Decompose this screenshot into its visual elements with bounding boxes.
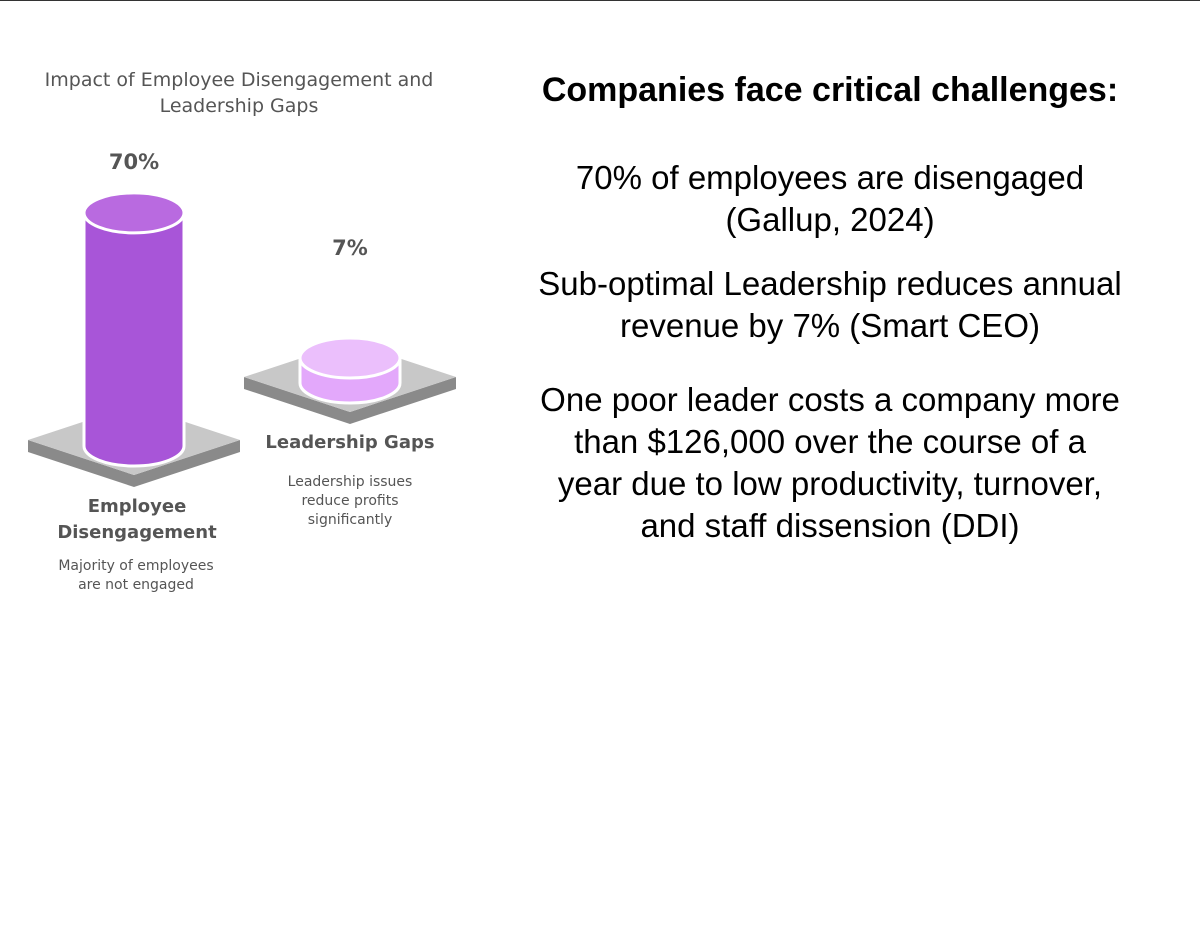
bar-group: 7% Leadership Gaps Leadership issues reduce… [244,236,456,528]
stat-disengagement: 70% of employees are disengaged (Gallup,… [500,157,1160,241]
stat-line: than $126,000 over the course of a [574,422,1086,460]
stat-line: Sub-optimal Leadership reduces annual [538,264,1122,302]
bar-cylinder-body [82,211,186,468]
bar-category-label: Leadership Gaps [265,432,434,453]
stat-line: (Gallup, 2024) [725,200,935,238]
bar-description: significantly [308,512,392,528]
challenges-panel: Companies face critical challenges: 70% … [500,70,1160,569]
bar-category-label: Disengagement [57,522,217,543]
bars-layer: 70% Employee Disengagement Majority of empl… [28,150,456,593]
bar-description: Majority of employees [58,558,213,574]
bar-value-label: 7% [332,236,368,260]
bar-category-label: Employee [88,496,187,517]
bar-cylinder-top [298,336,402,380]
stat-line: One poor leader costs a company more [540,380,1120,418]
bar-value-label: 70% [109,150,159,174]
bar-platform-side [244,377,456,424]
bar-description: Leadership issues [288,474,413,490]
stat-line: year due to low productivity, turnover, [557,464,1103,502]
chart-title-line-2: Leadership Gaps [160,95,319,117]
stat-line: 70% of employees are disengaged [575,158,1085,196]
chart-title-line-1: Impact of Employee Disengagement and [45,69,434,91]
bar-chart: Impact of Employee Disengagement and Lea… [28,69,456,593]
stat-leadership-revenue: Sub-optimal Leadership reduces annual re… [500,263,1160,347]
bar-description: are not engaged [78,577,194,593]
stat-line: revenue by 7% (Smart CEO) [620,306,1040,344]
bar-platform-side [28,440,240,487]
bar-group: 70% Employee Disengagement Majority of empl… [28,150,240,593]
bar-description: reduce profits [301,493,398,509]
panel-heading: Companies face critical challenges: [541,71,1119,109]
stat-poor-leader-cost: One poor leader costs a company more tha… [500,379,1160,547]
top-rule [0,0,1200,1]
stat-line: and staff dissension (DDI) [640,506,1020,544]
bar-cylinder-top [82,191,186,235]
